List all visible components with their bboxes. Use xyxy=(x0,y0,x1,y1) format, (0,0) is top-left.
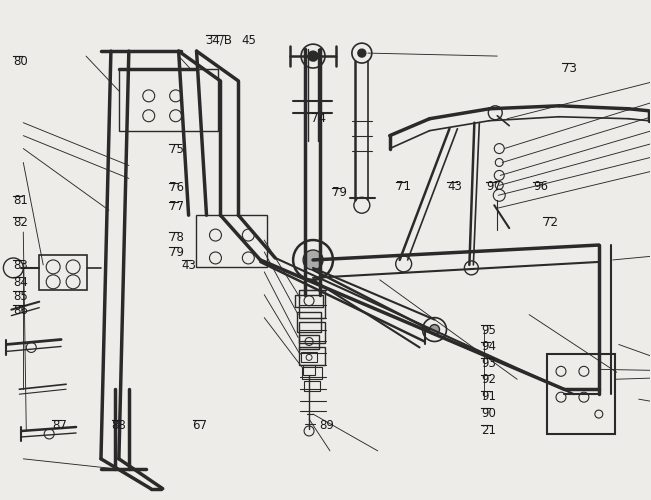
Text: 86: 86 xyxy=(13,304,28,316)
Text: 80: 80 xyxy=(13,55,28,68)
Text: 87: 87 xyxy=(52,419,67,432)
Bar xyxy=(301,352,317,362)
Text: 43: 43 xyxy=(447,180,462,194)
Bar xyxy=(299,322,325,344)
Bar xyxy=(299,334,319,349)
Text: 73: 73 xyxy=(562,62,577,75)
Text: 89: 89 xyxy=(319,419,334,432)
Bar xyxy=(304,382,320,391)
Text: 93: 93 xyxy=(481,357,496,370)
Text: 85: 85 xyxy=(13,290,28,303)
Text: 34/B: 34/B xyxy=(206,34,232,46)
Text: 79: 79 xyxy=(169,246,184,259)
Text: 43: 43 xyxy=(182,259,197,272)
Text: 83: 83 xyxy=(13,259,28,272)
Text: 72: 72 xyxy=(543,216,558,229)
Text: 77: 77 xyxy=(169,200,184,213)
Text: 84: 84 xyxy=(13,276,28,289)
Text: 95: 95 xyxy=(481,324,496,336)
Text: 75: 75 xyxy=(169,143,184,156)
Text: 91: 91 xyxy=(481,390,496,403)
Circle shape xyxy=(308,51,318,61)
Bar xyxy=(547,354,615,434)
Text: 88: 88 xyxy=(111,419,126,432)
Bar xyxy=(303,366,315,376)
Text: 94: 94 xyxy=(481,340,496,353)
Text: 74: 74 xyxy=(311,112,326,125)
Bar xyxy=(297,312,321,332)
Bar xyxy=(39,255,87,290)
Text: 96: 96 xyxy=(533,180,548,194)
Circle shape xyxy=(430,324,439,334)
Circle shape xyxy=(303,250,323,270)
Bar xyxy=(119,69,219,130)
Text: 71: 71 xyxy=(396,180,411,194)
Text: 81: 81 xyxy=(13,194,28,207)
Circle shape xyxy=(358,49,366,57)
Text: 76: 76 xyxy=(169,182,184,194)
Text: 92: 92 xyxy=(481,374,496,386)
Text: 90: 90 xyxy=(481,406,496,420)
Text: 82: 82 xyxy=(13,216,28,229)
Text: 97: 97 xyxy=(486,180,501,194)
Text: 78: 78 xyxy=(169,231,184,244)
Bar xyxy=(299,348,325,366)
Bar xyxy=(302,368,322,380)
Bar xyxy=(295,294,323,306)
Text: 67: 67 xyxy=(193,419,208,432)
Text: 21: 21 xyxy=(481,424,496,437)
Text: 79: 79 xyxy=(332,186,347,200)
Text: 45: 45 xyxy=(242,34,256,46)
Bar xyxy=(195,215,268,267)
Bar xyxy=(299,290,325,318)
